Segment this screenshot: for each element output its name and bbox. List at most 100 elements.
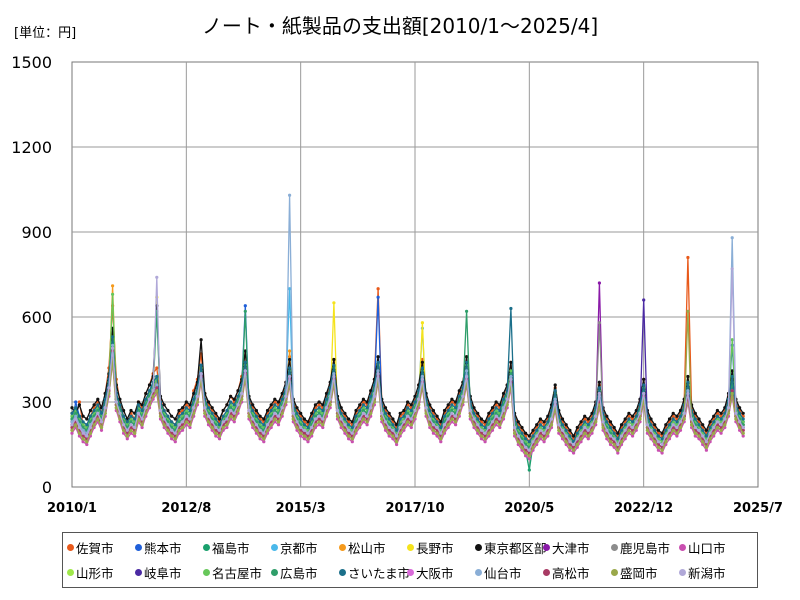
legend-marker: [543, 569, 550, 576]
data-point: [693, 425, 697, 430]
data-point: [343, 417, 347, 421]
data-point: [365, 423, 369, 427]
data-point: [557, 428, 561, 432]
data-point: [273, 411, 277, 415]
data-point: [741, 425, 745, 430]
data-point: [516, 440, 520, 444]
data-point: [656, 448, 661, 452]
data-point: [701, 423, 705, 427]
data-point: [597, 386, 602, 390]
data-point: [420, 360, 424, 364]
data-point: [509, 306, 513, 311]
data-point: [85, 423, 89, 427]
data-point: [457, 389, 461, 393]
data-point: [560, 417, 565, 421]
data-point: [280, 391, 284, 396]
data-point: [118, 411, 122, 415]
data-point: [313, 417, 317, 421]
legend-item: 鹿児島市: [611, 536, 679, 560]
data-point: [616, 437, 620, 441]
data-point: [144, 411, 148, 415]
data-point: [487, 411, 491, 415]
data-point: [439, 440, 443, 444]
data-point: [192, 411, 196, 415]
data-point: [129, 423, 133, 427]
data-point: [542, 440, 546, 444]
data-point: [465, 360, 469, 364]
data-point: [365, 400, 369, 404]
data-point: [310, 411, 314, 415]
legend-item: 京都市: [271, 536, 339, 560]
data-point: [321, 417, 325, 421]
legend-item: 高松市: [543, 561, 611, 585]
legend-label: 大津市: [552, 541, 590, 556]
data-point: [376, 372, 380, 376]
data-point: [402, 425, 406, 430]
data-point: [608, 425, 613, 430]
data-point: [575, 431, 579, 435]
data-point: [531, 440, 535, 444]
data-point: [457, 394, 461, 398]
data-point: [612, 425, 616, 430]
data-point: [262, 423, 266, 427]
data-point: [601, 420, 605, 424]
data-point: [612, 431, 616, 435]
data-point: [74, 406, 78, 410]
data-point: [704, 448, 709, 452]
data-point: [166, 408, 170, 413]
data-point: [450, 403, 454, 407]
legend-label: 岐阜市: [144, 566, 182, 581]
data-point: [490, 411, 495, 415]
data-point: [605, 434, 609, 438]
data-point: [310, 417, 314, 421]
data-point: [693, 411, 697, 415]
data-point: [704, 428, 709, 432]
data-point: [77, 403, 81, 407]
data-point: [262, 440, 266, 444]
data-point: [428, 417, 432, 421]
data-point: [472, 423, 476, 427]
data-point: [712, 414, 716, 418]
data-point: [660, 431, 664, 435]
data-point: [568, 445, 572, 449]
data-point: [236, 408, 240, 413]
data-point: [612, 437, 616, 441]
data-point: [302, 437, 306, 441]
data-point: [715, 414, 720, 418]
data-point: [627, 411, 631, 415]
data-point: [122, 428, 126, 432]
data-point: [210, 420, 214, 424]
legend-item: 岐阜市: [135, 561, 203, 585]
data-point: [391, 423, 395, 427]
data-point: [225, 403, 229, 407]
data-point: [273, 403, 277, 407]
data-point: [321, 408, 325, 413]
data-point: [627, 423, 631, 427]
data-point: [697, 428, 701, 432]
data-point: [597, 391, 602, 396]
data-point: [439, 437, 443, 441]
y-tick-label: 0: [42, 478, 52, 497]
data-point: [546, 431, 550, 435]
data-point: [210, 411, 214, 415]
data-point: [225, 417, 229, 421]
data-point: [306, 437, 310, 441]
data-point: [155, 374, 159, 379]
data-point: [118, 397, 122, 401]
data-point: [155, 386, 159, 390]
data-point: [535, 428, 539, 432]
data-point: [372, 400, 376, 404]
data-point: [642, 383, 646, 387]
data-point: [686, 389, 690, 393]
data-point: [424, 406, 428, 410]
data-point: [144, 391, 148, 396]
data-point: [358, 417, 362, 421]
data-point: [572, 448, 576, 452]
data-point: [675, 431, 679, 435]
data-point: [74, 414, 78, 418]
data-point: [509, 360, 513, 364]
legend-marker: [271, 544, 278, 551]
data-point: [498, 408, 502, 413]
data-point: [92, 403, 96, 407]
data-point: [339, 417, 343, 421]
